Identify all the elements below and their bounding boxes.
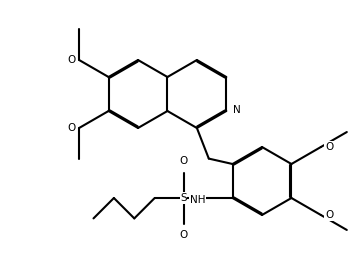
Text: NH: NH [190, 195, 205, 205]
Text: O: O [325, 210, 333, 220]
Text: O: O [68, 123, 76, 133]
Text: O: O [68, 55, 76, 65]
Text: N: N [233, 105, 241, 115]
Text: O: O [325, 142, 333, 152]
Text: S: S [180, 193, 187, 203]
Text: O: O [179, 230, 188, 239]
Text: O: O [179, 156, 188, 167]
